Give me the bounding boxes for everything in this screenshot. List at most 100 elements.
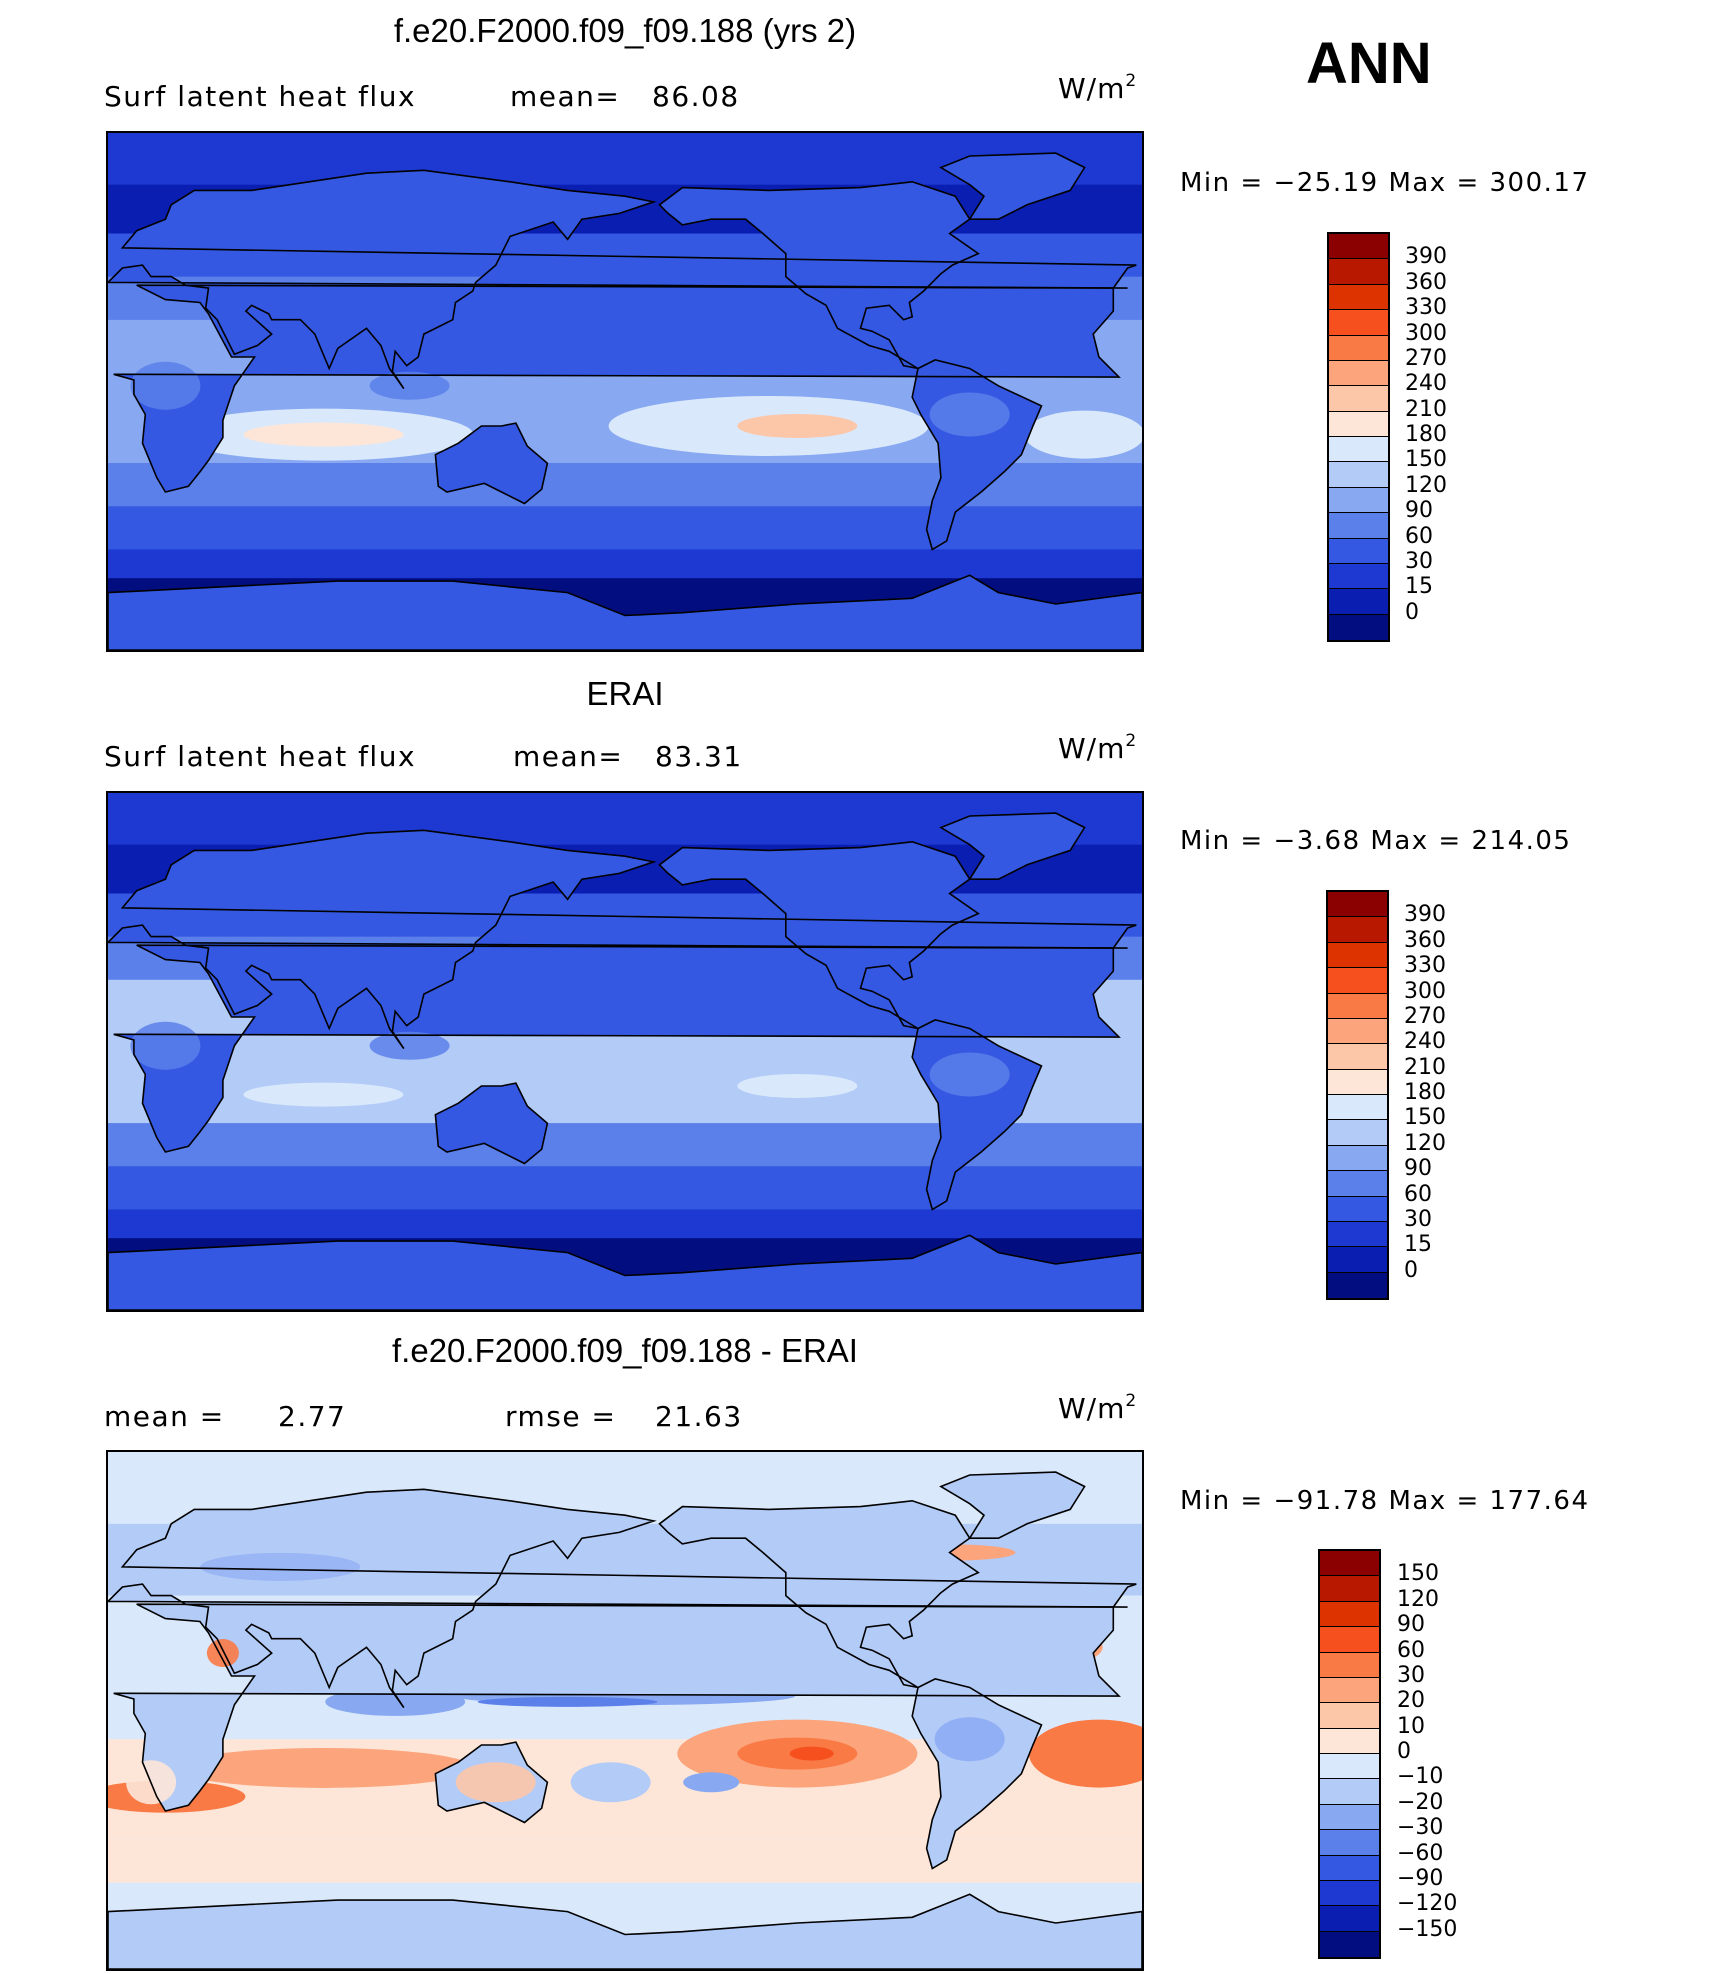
coastline-greenland (939, 812, 1086, 880)
colorbar-tick-label: 10 (1397, 1713, 1425, 1739)
coastline-eurasia (108, 169, 1137, 390)
colorbar-tick-label: 0 (1405, 599, 1419, 625)
colorbar-swatch (1328, 1145, 1387, 1172)
panel1-map (106, 131, 1144, 652)
panel3-min-value: −91.78 (1273, 1486, 1379, 1516)
colorbar-tick-label: −120 (1397, 1891, 1458, 1917)
field-band (108, 549, 1142, 579)
panel3-units-base: W/m (1058, 1392, 1126, 1425)
panel1-min-value: −25.19 (1273, 168, 1379, 198)
colorbar-swatch (1328, 917, 1387, 943)
colorbar-tick-label: 390 (1405, 244, 1447, 270)
coastline-greenland (939, 1471, 1086, 1539)
land-eurasia (108, 1489, 1137, 1708)
colorbar-tick-label: 90 (1405, 498, 1433, 524)
colorbar-swatch (1320, 1754, 1379, 1780)
coastline-eurasia (108, 1488, 1137, 1709)
colorbar-swatch (1320, 1627, 1379, 1653)
land-antarctica (108, 575, 1142, 650)
field-band (108, 1209, 1142, 1239)
land-eurasia (108, 830, 1137, 1049)
colorbar-tick-label: 0 (1404, 1257, 1418, 1283)
colorbar-tick-label: 270 (1405, 345, 1447, 371)
colorbar-swatch (1320, 1601, 1379, 1628)
field-band (108, 1839, 1142, 1883)
coastline-namerica (658, 180, 980, 370)
field-contour (1024, 410, 1142, 459)
land-africa (113, 1604, 1119, 1811)
colorbar-swatch (1328, 968, 1387, 994)
field-contour (206, 1639, 239, 1668)
panel3-map (106, 1450, 1144, 1971)
panel1-minmax: Min = −25.19 Max = 300.17 (1180, 168, 1590, 198)
colorbar-swatch (1329, 563, 1388, 590)
colorbar-swatch (1329, 411, 1388, 437)
colorbar-tick-label: 120 (1397, 1586, 1439, 1612)
coastline-samerica (911, 1019, 1043, 1211)
colorbar-tick-label: 150 (1397, 1561, 1439, 1587)
land-greenland (940, 153, 1085, 220)
colorbar-tick-label: 180 (1404, 1080, 1446, 1105)
colorbar-swatch (1320, 1551, 1379, 1577)
colorbar-tick-label: 300 (1405, 320, 1447, 346)
panel3-rmse-value: 21.63 (655, 1400, 743, 1433)
panel3-min-label: Min = (1180, 1486, 1264, 1516)
land-eurasia (108, 170, 1137, 389)
panel2-units-base: W/m (1058, 732, 1126, 765)
field-contour (369, 1031, 450, 1060)
colorbar-tick-label: 15 (1404, 1232, 1432, 1258)
panel1-title: f.e20.F2000.f09_f09.188 (yrs 2) (393, 12, 857, 49)
colorbar-swatch (1328, 1069, 1387, 1095)
season-label: ANN (1306, 31, 1432, 96)
colorbar-swatch (1329, 538, 1388, 564)
field-contour (243, 1082, 404, 1107)
land-antarctica (108, 1894, 1142, 1969)
coastline-australia (434, 1082, 549, 1165)
field-contour (737, 1073, 858, 1098)
panel2-minmax: Min = −3.68 Max = 214.05 (1180, 826, 1571, 856)
panel1-max-value: 300.17 (1489, 168, 1590, 198)
land-antarctica (108, 1235, 1142, 1310)
colorbar-tick-label: 210 (1404, 1054, 1446, 1080)
colorbar-tick-label: 90 (1397, 1612, 1425, 1638)
map-svg (108, 1452, 1142, 1969)
colorbar-tick-label: 60 (1404, 1181, 1432, 1207)
panel3-mean-label: mean = (104, 1400, 225, 1433)
colorbar-tick-label: 30 (1397, 1662, 1425, 1688)
colorbar-tick-label: 120 (1405, 472, 1447, 498)
colorbar-tick-label: 120 (1404, 1130, 1446, 1156)
colorbar-tick-label: 390 (1404, 902, 1446, 928)
colorbar-swatch (1329, 234, 1388, 260)
colorbar-swatch (1328, 892, 1387, 918)
coastline-antarctica (108, 1893, 1142, 1969)
colorbar-tick-label: 330 (1405, 295, 1447, 321)
colorbar-swatch (1320, 1830, 1379, 1856)
field-contour (570, 1762, 651, 1803)
panel1-mean-value: 86.08 (652, 80, 740, 113)
field-contour (130, 1021, 201, 1070)
land-greenland (940, 1472, 1085, 1539)
colorbar-tick-label: 150 (1404, 1105, 1446, 1131)
coastline-africa (113, 1603, 1121, 1812)
colorbar-swatch (1329, 310, 1388, 336)
colorbar-tick-label: −150 (1397, 1916, 1458, 1942)
panel2-max-value: 214.05 (1471, 826, 1572, 856)
colorbar-tick-label: 330 (1404, 953, 1446, 979)
colorbar-swatch (1320, 1576, 1379, 1602)
panel3-max-value: 177.64 (1489, 1486, 1590, 1516)
colorbar-tick-label: 30 (1404, 1206, 1432, 1232)
field-contour (200, 1552, 361, 1581)
panel2-colorbar (1326, 890, 1389, 1300)
field-contour (477, 1696, 658, 1707)
panel3-units-exp: 2 (1125, 1390, 1138, 1411)
panel3-minmax: Min = −91.78 Max = 177.64 (1180, 1486, 1590, 1516)
panel3-units: W/m2 (1058, 1390, 1138, 1425)
colorbar-tick-label: 30 (1405, 548, 1433, 574)
colorbar-swatch (1328, 1018, 1387, 1045)
field-contour (934, 1717, 1005, 1762)
land-africa (113, 285, 1119, 492)
panel1-variable-label: Surf latent heat flux (104, 80, 417, 113)
panel3-title: f.e20.F2000.f09_f09.188 - ERAI (392, 1332, 858, 1369)
panel2-mean-value: 83.31 (655, 740, 743, 773)
colorbar-tick-label: 240 (1404, 1029, 1446, 1055)
